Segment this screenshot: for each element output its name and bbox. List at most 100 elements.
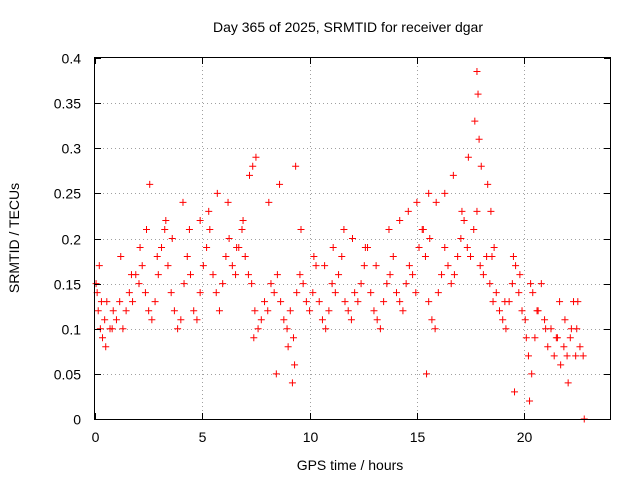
data-point bbox=[431, 325, 439, 333]
data-point bbox=[563, 352, 571, 360]
data-point bbox=[244, 271, 252, 279]
data-point bbox=[338, 253, 346, 261]
data-point bbox=[464, 153, 472, 161]
data-point bbox=[309, 289, 317, 297]
data-point bbox=[495, 307, 503, 315]
data-point bbox=[484, 180, 492, 188]
data-point bbox=[470, 225, 478, 233]
data-point bbox=[354, 298, 362, 306]
data-point bbox=[190, 307, 198, 315]
data-point bbox=[537, 280, 545, 288]
data-point bbox=[518, 307, 526, 315]
data-point bbox=[341, 298, 349, 306]
data-point bbox=[199, 262, 207, 270]
data-point bbox=[228, 262, 236, 270]
data-point bbox=[264, 307, 272, 315]
data-point bbox=[531, 334, 539, 342]
data-point bbox=[101, 316, 109, 324]
data-point bbox=[310, 253, 318, 261]
data-point bbox=[477, 162, 485, 170]
data-point bbox=[180, 280, 188, 288]
data-point bbox=[232, 271, 240, 279]
data-point bbox=[148, 316, 156, 324]
data-point bbox=[270, 289, 278, 297]
data-point bbox=[473, 207, 481, 215]
data-point bbox=[280, 316, 288, 324]
data-point bbox=[556, 298, 564, 306]
data-point bbox=[434, 289, 442, 297]
data-point bbox=[209, 271, 217, 279]
data-point bbox=[117, 253, 125, 261]
data-point bbox=[119, 325, 127, 333]
y-tick-label: 0 bbox=[73, 412, 81, 428]
data-point bbox=[349, 235, 356, 242]
data-point bbox=[183, 253, 191, 261]
data-point bbox=[561, 316, 569, 324]
data-point bbox=[145, 307, 153, 315]
data-point bbox=[476, 262, 484, 270]
data-point bbox=[129, 298, 137, 306]
data-point bbox=[167, 289, 175, 297]
data-point bbox=[277, 298, 285, 306]
data-point bbox=[92, 280, 100, 288]
data-point bbox=[450, 271, 458, 279]
data-point bbox=[564, 379, 572, 387]
data-point bbox=[96, 325, 104, 333]
y-tick-label: 0.1 bbox=[62, 322, 82, 338]
data-point bbox=[241, 253, 249, 261]
data-point bbox=[541, 316, 549, 324]
y-axis-tick-labels: 0 0.05 0.1 0.15 0.2 0.25 0.3 0.35 0.4 bbox=[54, 51, 81, 428]
data-point bbox=[261, 298, 269, 306]
data-point bbox=[102, 343, 110, 351]
x-tick-label: 15 bbox=[410, 429, 426, 445]
y-tick-label: 0.25 bbox=[54, 186, 81, 202]
data-point bbox=[162, 216, 170, 224]
data-point bbox=[99, 334, 107, 342]
y-axis-label: SRMTID / TECUs bbox=[6, 183, 22, 293]
data-point bbox=[299, 280, 307, 288]
data-point bbox=[318, 316, 326, 324]
data-point bbox=[560, 343, 568, 351]
data-point bbox=[516, 271, 524, 279]
data-point bbox=[421, 253, 429, 261]
data-point bbox=[392, 289, 400, 297]
data-point bbox=[479, 271, 487, 279]
data-point bbox=[196, 289, 204, 297]
data-point bbox=[141, 289, 149, 297]
data-point bbox=[340, 225, 348, 233]
data-point bbox=[524, 352, 532, 360]
data-point bbox=[289, 334, 297, 342]
data-point bbox=[351, 289, 359, 297]
data-point bbox=[249, 162, 257, 170]
data-point bbox=[146, 180, 154, 188]
data-point bbox=[467, 253, 475, 261]
data-point bbox=[380, 298, 388, 306]
data-point bbox=[335, 271, 343, 279]
data-point bbox=[267, 280, 275, 288]
data-point bbox=[444, 262, 452, 270]
data-point bbox=[522, 334, 530, 342]
data-point bbox=[219, 280, 227, 288]
data-point bbox=[272, 370, 280, 378]
data-point bbox=[273, 271, 281, 279]
data-point bbox=[475, 135, 483, 143]
data-point bbox=[515, 289, 523, 297]
data-point bbox=[486, 280, 494, 288]
data-point bbox=[97, 298, 105, 306]
data-point bbox=[373, 316, 381, 324]
data-point bbox=[213, 189, 221, 197]
data-point bbox=[438, 271, 446, 279]
data-point bbox=[552, 334, 560, 342]
x-tick-label: 10 bbox=[303, 429, 319, 445]
data-point bbox=[389, 253, 397, 261]
data-point bbox=[521, 316, 529, 324]
data-point bbox=[528, 370, 536, 378]
data-point bbox=[344, 307, 352, 315]
data-point bbox=[413, 198, 421, 206]
data-point bbox=[174, 325, 182, 333]
data-point bbox=[347, 316, 355, 324]
data-point bbox=[550, 352, 558, 360]
data-point bbox=[186, 271, 194, 279]
data-point bbox=[526, 397, 534, 405]
